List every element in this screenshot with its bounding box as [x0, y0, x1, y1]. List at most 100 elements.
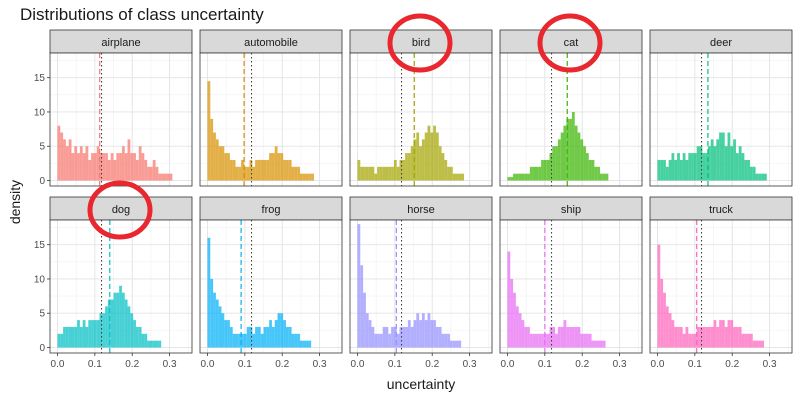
- histogram-bar: [518, 313, 522, 348]
- histogram-bar: [513, 173, 516, 181]
- histogram-bar: [707, 146, 711, 181]
- histogram-bar: [444, 333, 448, 348]
- histogram-bar: [571, 111, 575, 181]
- histogram-bar: [68, 139, 72, 181]
- histogram-bar: [591, 159, 595, 181]
- histogram-bar: [719, 132, 722, 181]
- histogram-bar: [515, 173, 519, 181]
- histogram-bar: [288, 159, 292, 181]
- histogram-bar: [546, 159, 550, 181]
- histogram-bar: [735, 153, 739, 181]
- histogram-bar: [580, 333, 584, 348]
- histogram-bar: [91, 153, 94, 181]
- histogram-bar: [557, 326, 561, 348]
- histogram-bar: [688, 333, 692, 348]
- histogram-bar: [166, 173, 170, 181]
- histogram-bar: [747, 159, 750, 181]
- histogram-bar: [243, 166, 247, 181]
- histogram-bar: [57, 333, 61, 348]
- histogram-bar: [218, 306, 222, 348]
- histogram-bar: [705, 326, 708, 348]
- x-tick-label: 0.3: [763, 359, 777, 370]
- histogram-bar: [113, 159, 117, 181]
- histogram-bar: [133, 320, 136, 348]
- histogram-bar: [71, 326, 75, 348]
- histogram-bar: [285, 159, 289, 181]
- histogram-bar: [105, 153, 108, 181]
- histogram-bar: [382, 166, 386, 181]
- histogram-bar: [152, 340, 156, 348]
- y-tick-label: 0: [39, 343, 45, 354]
- histogram-bar: [663, 292, 666, 348]
- histogram-bar: [71, 153, 75, 181]
- histogram-bar: [152, 159, 156, 181]
- histogram-bar: [424, 132, 428, 181]
- histogram-bar: [721, 320, 725, 348]
- histogram-bar: [574, 326, 578, 348]
- gridlines-automobile: [200, 53, 342, 186]
- histogram-bar: [741, 333, 745, 348]
- histogram-bar: [82, 320, 86, 348]
- histogram-bar: [291, 333, 295, 348]
- histogram-bar: [238, 166, 242, 181]
- histogram-bar: [413, 320, 417, 348]
- histogram-bar: [235, 333, 239, 348]
- histogram-bar: [407, 320, 411, 348]
- histogram-bar: [288, 326, 292, 348]
- histogram-bar: [435, 132, 439, 181]
- histogram-bar: [513, 292, 516, 348]
- histogram-bar: [74, 326, 78, 348]
- histogram-bar: [158, 340, 162, 348]
- histogram-bar: [158, 173, 162, 181]
- x-axis-title: uncertainty: [387, 376, 455, 392]
- histogram-bar: [371, 326, 375, 348]
- histogram-bar: [761, 173, 764, 181]
- panel-border: [499, 52, 643, 187]
- y-tick-label: 10: [34, 107, 46, 118]
- histogram-bar: [116, 292, 120, 348]
- histogram-bar: [747, 333, 750, 348]
- histogram-bar: [365, 166, 369, 181]
- x-tick-label: 0.0: [651, 359, 665, 370]
- histogram-bar: [113, 292, 117, 348]
- histogram-bar: [518, 173, 522, 181]
- histogram-bar: [169, 173, 173, 181]
- histogram-bar: [521, 320, 525, 348]
- histogram-bar: [571, 326, 575, 348]
- histogram-bar: [65, 326, 69, 348]
- y-tick-label: 0: [39, 176, 45, 187]
- histogram-bar: [688, 153, 692, 181]
- histogram-bar: [588, 159, 592, 181]
- histogram-bar: [660, 278, 664, 348]
- histogram-bar: [730, 320, 734, 348]
- histogram-bar: [269, 153, 272, 181]
- histogram-bar: [246, 326, 250, 348]
- histogram-bar: [583, 146, 586, 181]
- histogram-bar: [433, 320, 436, 348]
- y-tick-label: 15: [34, 73, 46, 84]
- histogram-bar: [308, 173, 312, 181]
- histogram-bar: [393, 326, 397, 348]
- histogram-bar: [691, 333, 694, 348]
- histogram-bar: [730, 146, 734, 181]
- x-tick-label: 0.2: [125, 359, 139, 370]
- histogram-bar: [274, 320, 278, 348]
- x-tick-label: 0.3: [613, 359, 627, 370]
- histogram-bar: [121, 146, 125, 181]
- histogram-bar: [682, 153, 686, 181]
- x-tick-label: 0.2: [425, 359, 439, 370]
- histogram-bar: [252, 333, 256, 348]
- histogram-bar: [452, 173, 456, 181]
- histogram-bar: [674, 326, 678, 348]
- histogram-bar: [749, 166, 753, 181]
- histogram-bar: [130, 153, 134, 181]
- panel-bird: bird: [349, 29, 493, 187]
- histogram-bar: [127, 306, 131, 348]
- x-tick-label: 0.2: [725, 359, 739, 370]
- x-tick-label: 0.1: [388, 359, 402, 370]
- histogram-bar: [682, 333, 686, 348]
- histogram-bar: [255, 326, 258, 348]
- histogram-bar: [461, 173, 464, 181]
- highlight-circle-cat: [537, 13, 603, 73]
